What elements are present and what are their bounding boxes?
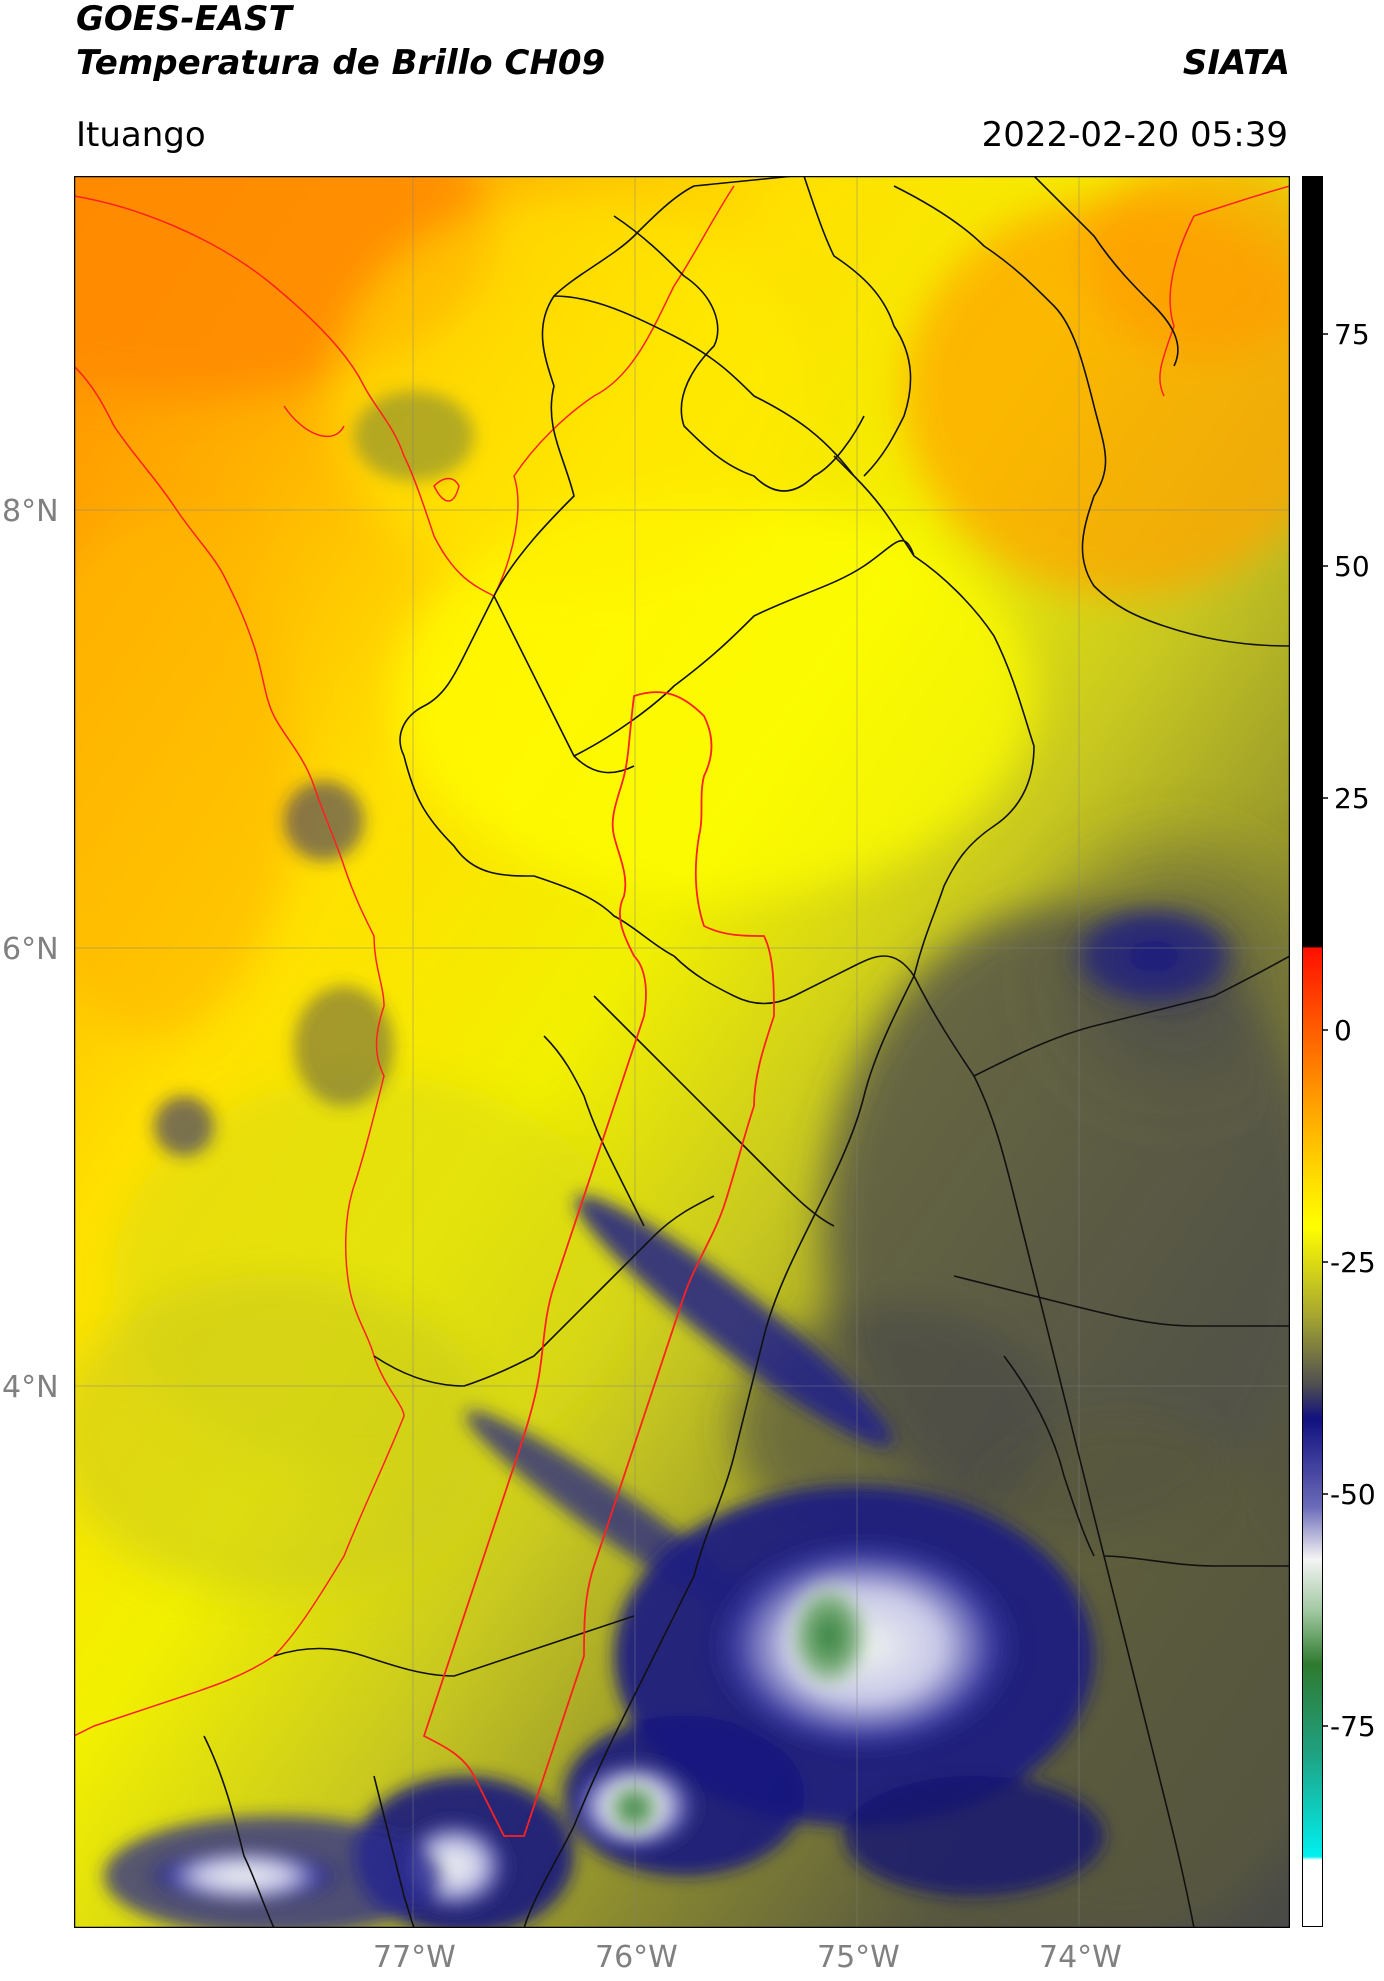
lat-label: 8°N [2, 494, 59, 529]
admin-borders [203, 176, 1290, 1928]
colorbar-tick-label: -75 [1330, 1710, 1376, 1743]
brightness-temperature-map [74, 176, 1290, 1928]
lat-label: 4°N [2, 1370, 59, 1405]
lon-label: 77°W [373, 1940, 456, 1975]
location-label: Ituango [76, 115, 206, 155]
org-label: SIATA [1182, 43, 1290, 83]
basin-outline [422, 691, 775, 1837]
title-line-1: GOES-EAST [76, 0, 292, 39]
colorbar-tick-label: 75 [1334, 318, 1370, 351]
lon-label: 75°W [817, 1940, 900, 1975]
colorbar-tick-label: 50 [1334, 550, 1370, 583]
graticule [74, 176, 1290, 1928]
coastline [74, 195, 495, 1737]
colorbar-tick-label: -50 [1330, 1478, 1376, 1511]
lon-label: 76°W [595, 1940, 678, 1975]
colorbar [1302, 176, 1328, 1927]
colorbar-ticks: 75 50 25 0 -25 -50 -75 [1330, 176, 1384, 1928]
lat-label: 6°N [2, 932, 59, 967]
colorbar-gradient [1302, 176, 1323, 1927]
colorbar-tick-label: -25 [1330, 1246, 1376, 1279]
colorbar-tick-label: 0 [1334, 1014, 1352, 1047]
colorbar-tick-label: 25 [1334, 782, 1370, 815]
timestamp-label: 2022-02-20 05:39 [981, 115, 1288, 155]
lon-label: 74°W [1039, 1940, 1122, 1975]
title-line-2: Temperatura de Brillo CH09 [76, 43, 606, 83]
lon-axis-labels: 77°W 76°W 75°W 74°W [0, 1940, 1384, 1980]
